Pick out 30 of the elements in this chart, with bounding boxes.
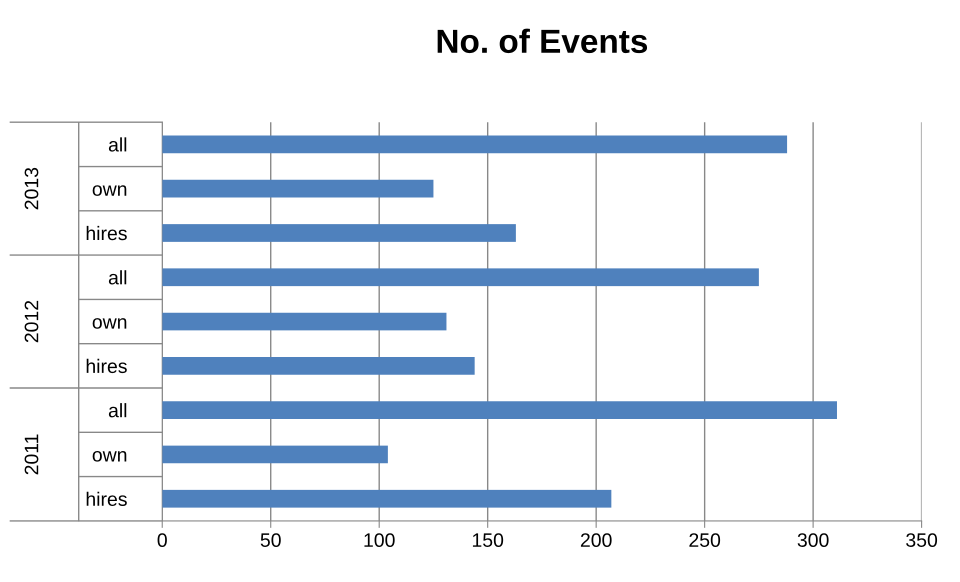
bar bbox=[162, 356, 475, 375]
text: 2012 bbox=[24, 300, 38, 342]
bar bbox=[162, 136, 788, 154]
y-tick-label: all bbox=[108, 403, 126, 418]
y-tick-label: hires bbox=[86, 358, 127, 374]
chart-title: No. of Events bbox=[438, 28, 648, 54]
y-tick-label: own bbox=[92, 318, 126, 329]
x-tick-label: 250 bbox=[689, 533, 720, 547]
text: 2011 bbox=[24, 434, 38, 474]
x-tick-label: 350 bbox=[906, 533, 938, 547]
x-tick-label: 0 bbox=[158, 533, 167, 547]
y-tick-label: all bbox=[108, 270, 126, 284]
x-tick-label: 150 bbox=[472, 533, 504, 547]
x-tick-label: 300 bbox=[798, 533, 829, 547]
bar bbox=[162, 224, 516, 242]
x-tick-label: 200 bbox=[580, 533, 612, 547]
text: 2013 bbox=[24, 168, 38, 210]
bar bbox=[162, 312, 446, 330]
y-tick-label: own bbox=[92, 185, 126, 196]
bar bbox=[162, 446, 388, 464]
bar bbox=[162, 268, 759, 286]
bar bbox=[162, 401, 837, 420]
y-tick-label: hires bbox=[86, 226, 127, 240]
bar bbox=[162, 490, 612, 508]
x-tick-label: 100 bbox=[364, 533, 395, 547]
y-tick-label: own bbox=[92, 451, 126, 462]
y-tick-label: hires bbox=[86, 492, 127, 506]
y-tick-label: all bbox=[108, 137, 126, 152]
x-tick-label: 50 bbox=[260, 533, 281, 547]
bar bbox=[162, 180, 434, 198]
